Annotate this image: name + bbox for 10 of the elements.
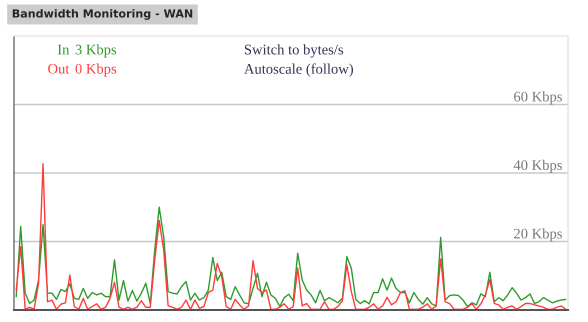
annotation: Switch to bytes/s (244, 44, 344, 58)
y-tick-label: 40 Kbps (514, 160, 562, 173)
y-tick-label: 60 Kbps (514, 91, 562, 104)
text: In (58, 44, 70, 54)
y-tick-label: 20 Kbps (514, 228, 562, 242)
annotation: Autoscale (follow) (244, 63, 354, 77)
text: Out (48, 64, 70, 74)
annotation: 0 Kbps (75, 63, 116, 77)
annotation: 3 Kbps (76, 44, 116, 58)
chart-title: Bandwidth Monitoring - WAN (12, 9, 192, 20)
